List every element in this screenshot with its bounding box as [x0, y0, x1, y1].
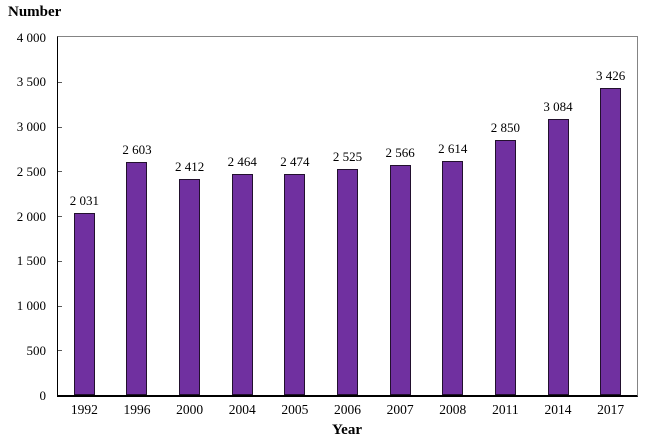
bar-2004: [231, 174, 253, 395]
plot-area: 2 031 2 603 2 412 2 464 2 474 2 525 2 566 2 614…: [57, 36, 638, 397]
bar-value-label: 2 603: [122, 142, 152, 157]
bar-1996: [126, 162, 148, 395]
x-tick-label: 2007: [386, 402, 414, 417]
bar-value-label: 2 464: [227, 154, 257, 169]
bar-2006: [337, 169, 358, 395]
bar-1992: [73, 213, 95, 395]
bar-value-label: 3 084: [543, 99, 573, 114]
y-tick-label: 4 000: [16, 29, 46, 45]
y-tick-label: 0: [39, 387, 47, 403]
y-tick-label: 500: [26, 342, 47, 358]
y-tick-mark: [58, 171, 62, 173]
y-tick-label: 1 000: [16, 298, 46, 313]
bar-2014: [547, 119, 569, 395]
bar-value-label: 2 614: [438, 141, 468, 156]
x-tick-label: 2005: [281, 402, 309, 417]
y-tick-label: 2 000: [16, 208, 46, 224]
x-tick-label: 2006: [334, 402, 361, 417]
y-tick-label: 2 500: [16, 163, 46, 179]
bar-value-label: 2 031: [69, 193, 99, 208]
y-tick-mark: [58, 216, 62, 217]
x-tick-label: 2011: [492, 402, 519, 417]
y-tick-mark: [58, 81, 62, 83]
x-tick-label: 2017: [597, 402, 625, 417]
bar-value-label: 2 474: [280, 154, 310, 169]
bar-2007: [389, 165, 411, 395]
x-tick-label: 2008: [439, 402, 467, 417]
y-tick-mark: [58, 260, 62, 262]
bar-value-label: 2 525: [332, 149, 363, 164]
bar-value-label: 2 850: [490, 120, 521, 135]
bar-value-label: 2 566: [385, 145, 415, 160]
bar-value-label: 2 412: [174, 159, 205, 174]
x-tick-label: 2014: [544, 402, 572, 417]
bar-2005: [284, 174, 306, 395]
bar-2008: [442, 161, 464, 395]
x-tick-label: 2004: [228, 402, 256, 417]
y-tick-label: 3 000: [16, 119, 46, 134]
x-axis-title: Year: [332, 422, 362, 438]
x-tick-label: 1992: [70, 402, 98, 417]
y-tick-mark: [58, 350, 62, 352]
x-tick-label: 2000: [176, 402, 204, 417]
bar-value-label: 3 426: [596, 68, 626, 83]
bar-2011: [494, 140, 516, 395]
y-axis-title: Number: [8, 4, 62, 20]
y-tick-mark: [58, 126, 62, 128]
x-tick-label: 1996: [123, 402, 151, 417]
y-tick-label: 3 500: [16, 74, 46, 90]
bar-2000: [179, 179, 201, 395]
y-tick-label: 1 500: [16, 253, 46, 269]
bar-2017: [600, 88, 622, 395]
y-tick-mark: [58, 305, 62, 307]
